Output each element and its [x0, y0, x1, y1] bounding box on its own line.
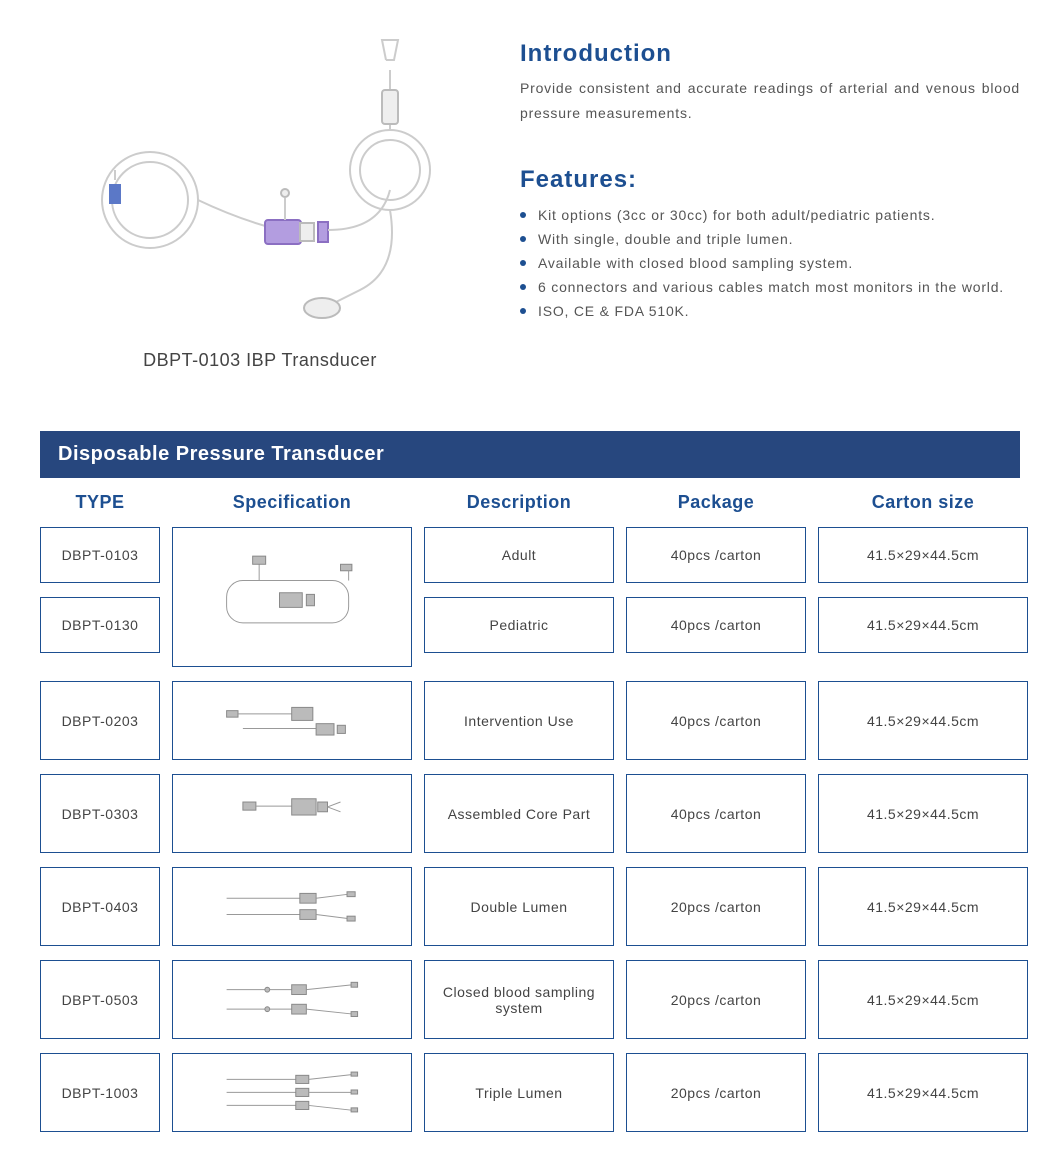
feature-item: Available with closed blood sampling sys…	[520, 252, 1020, 276]
table-row: DBPT-0203 Intervention Use 40pcs /carton…	[40, 681, 1020, 760]
spec-diagram-double	[190, 882, 393, 931]
spec-cell	[172, 960, 412, 1039]
type-cell: DBPT-0403	[40, 867, 160, 946]
type-cell: DBPT-0503	[40, 960, 160, 1039]
spec-cell	[172, 867, 412, 946]
type-cell: DBPT-1003	[40, 1053, 160, 1132]
type-stack: DBPT-0103 DBPT-0130	[40, 527, 160, 667]
table-header-row: TYPE Specification Description Package C…	[40, 478, 1020, 527]
feature-item: 6 connectors and various cables match mo…	[520, 276, 1020, 300]
desc-cell: Triple Lumen	[424, 1053, 614, 1132]
spec-cell	[172, 1053, 412, 1132]
carton-cell: 41.5×29×44.5cm	[818, 597, 1028, 653]
desc-cell: Pediatric	[424, 597, 614, 653]
table-section: Disposable Pressure Transducer TYPE Spec…	[40, 431, 1020, 1132]
product-image	[60, 30, 460, 330]
col-type: TYPE	[40, 492, 160, 513]
carton-cell: 41.5×29×44.5cm	[818, 867, 1028, 946]
package-cell: 20pcs /carton	[626, 1053, 806, 1132]
table-group-merged: DBPT-0103 DBPT-0130 Adult Pediatric	[40, 527, 1020, 667]
carton-cell: 41.5×29×44.5cm	[818, 774, 1028, 853]
package-cell: 40pcs /carton	[626, 774, 806, 853]
carton-cell: 41.5×29×44.5cm	[818, 527, 1028, 583]
info-column: Introduction Provide consistent and accu…	[520, 30, 1020, 371]
top-section: DBPT-0103 IBP Transducer Introduction Pr…	[40, 30, 1020, 371]
feature-item: ISO, CE & FDA 510K.	[520, 300, 1020, 324]
desc-stack: Adult Pediatric	[424, 527, 614, 667]
type-cell: DBPT-0103	[40, 527, 160, 583]
desc-cell: Double Lumen	[424, 867, 614, 946]
desc-cell: Adult	[424, 527, 614, 583]
spec-diagram-short	[190, 696, 393, 745]
type-cell: DBPT-0130	[40, 597, 160, 653]
package-cell: 40pcs /carton	[626, 681, 806, 760]
table-row: DBPT-0303 Assembled Core Part 40pcs /car…	[40, 774, 1020, 853]
spec-diagram-loop	[190, 548, 393, 646]
intro-title: Introduction	[520, 40, 1020, 68]
carton-stack: 41.5×29×44.5cm 41.5×29×44.5cm	[818, 527, 1028, 667]
spec-diagram-closed	[190, 975, 393, 1024]
table-row: DBPT-0403 Double Lumen 20pcs /carton 41.…	[40, 867, 1020, 946]
desc-cell: Closed blood sampling system	[424, 960, 614, 1039]
desc-cell: Assembled Core Part	[424, 774, 614, 853]
carton-cell: 41.5×29×44.5cm	[818, 681, 1028, 760]
feature-item: With single, double and triple lumen.	[520, 228, 1020, 252]
transducer-hero-svg	[60, 30, 460, 330]
product-caption: DBPT-0103 IBP Transducer	[143, 350, 377, 371]
table-title: Disposable Pressure Transducer	[40, 431, 1020, 478]
table-row: DBPT-0503 Closed blood sampling system 2…	[40, 960, 1020, 1039]
carton-cell: 41.5×29×44.5cm	[818, 1053, 1028, 1132]
features-title: Features:	[520, 166, 1020, 194]
type-cell: DBPT-0303	[40, 774, 160, 853]
spec-cell	[172, 774, 412, 853]
col-package: Package	[626, 492, 806, 513]
spec-diagram-core	[190, 789, 393, 838]
spec-diagram-triple	[190, 1068, 393, 1117]
intro-text: Provide consistent and accurate readings…	[520, 76, 1020, 126]
desc-cell: Intervention Use	[424, 681, 614, 760]
col-carton: Carton size	[818, 492, 1028, 513]
package-cell: 20pcs /carton	[626, 960, 806, 1039]
package-cell: 40pcs /carton	[626, 597, 806, 653]
col-desc: Description	[424, 492, 614, 513]
feature-item: Kit options (3cc or 30cc) for both adult…	[520, 204, 1020, 228]
product-image-wrap: DBPT-0103 IBP Transducer	[40, 30, 480, 371]
type-cell: DBPT-0203	[40, 681, 160, 760]
spec-cell	[172, 527, 412, 667]
carton-cell: 41.5×29×44.5cm	[818, 960, 1028, 1039]
table-row: DBPT-1003 Triple Lumen 2	[40, 1053, 1020, 1132]
package-cell: 40pcs /carton	[626, 527, 806, 583]
package-stack: 40pcs /carton 40pcs /carton	[626, 527, 806, 667]
table-body: DBPT-0103 DBPT-0130 Adult Pediatric	[40, 527, 1020, 1132]
features-list: Kit options (3cc or 30cc) for both adult…	[520, 204, 1020, 323]
spec-cell	[172, 681, 412, 760]
package-cell: 20pcs /carton	[626, 867, 806, 946]
col-spec: Specification	[172, 492, 412, 513]
